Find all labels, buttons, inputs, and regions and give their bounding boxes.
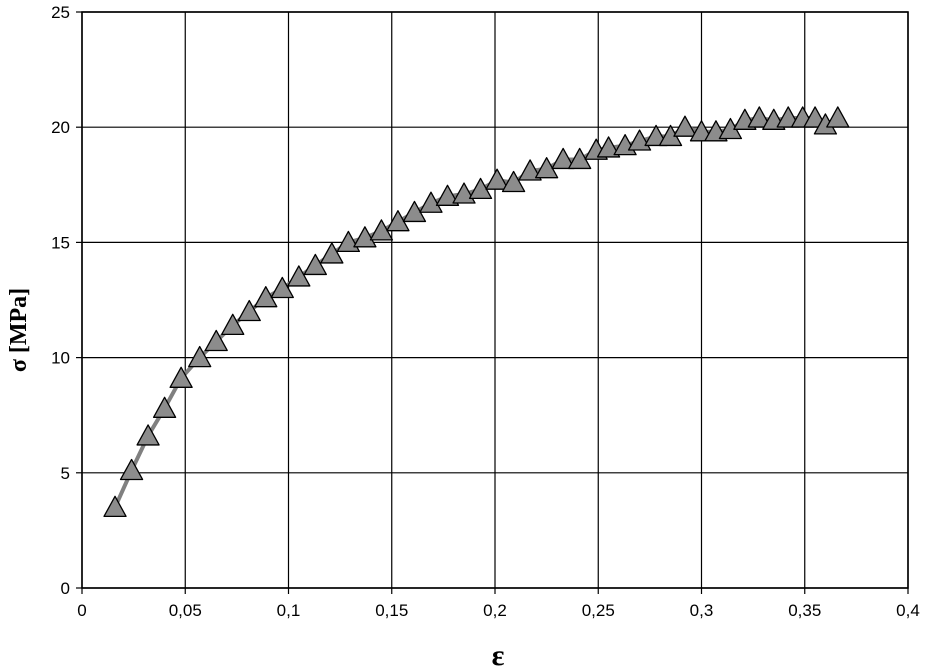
y-axis-label: σ [MPa]	[6, 288, 32, 372]
y-tick-label: 0	[61, 579, 70, 598]
data-point-marker	[103, 495, 127, 518]
data-point-marker	[596, 136, 621, 158]
x-tick-label: 0,35	[788, 601, 821, 620]
data-point-marker	[673, 115, 697, 137]
data-point-marker	[485, 168, 509, 190]
data-series	[103, 106, 850, 518]
data-point-marker	[826, 106, 850, 128]
x-tick-label: 0,1	[277, 601, 301, 620]
x-tick-label: 0,3	[690, 601, 714, 620]
x-tick-label: 0,2	[483, 601, 507, 620]
x-tick-label: 0,05	[169, 601, 202, 620]
data-point-marker	[435, 184, 460, 206]
data-point-marker	[747, 106, 771, 128]
x-tick-label: 0,15	[375, 601, 408, 620]
data-point-marker	[518, 159, 542, 181]
data-point-marker	[188, 345, 212, 368]
data-point-marker	[237, 299, 261, 322]
data-point-marker	[419, 191, 443, 213]
data-point-marker	[551, 147, 575, 170]
data-point-marker	[287, 265, 311, 287]
data-point-marker	[169, 366, 193, 388]
y-tick-label: 15	[51, 233, 70, 252]
y-tick-label: 5	[61, 464, 70, 483]
x-axis-label: ε	[492, 639, 505, 670]
data-point-marker	[320, 242, 344, 264]
data-point-marker	[119, 458, 144, 481]
data-point-marker	[501, 170, 526, 193]
data-point-marker	[221, 313, 245, 335]
y-axis-ticks: 0 5 10 15 20 25	[51, 3, 82, 598]
data-point-marker	[353, 226, 377, 248]
series-line	[113, 116, 839, 509]
x-axis-ticks: 0 0,05 0,1 0,15 0,2 0,25 0,3 0,35 0,4	[77, 588, 920, 620]
y-tick-label: 10	[51, 349, 70, 368]
data-point-marker	[270, 276, 294, 299]
data-point-marker	[136, 424, 160, 446]
data-point-marker	[204, 329, 228, 352]
y-tick-label: 20	[51, 118, 70, 137]
x-tick-label: 0	[77, 601, 86, 620]
x-tick-label: 0,25	[582, 601, 615, 620]
y-tick-label: 25	[51, 3, 70, 22]
data-point-marker	[303, 253, 327, 276]
x-tick-label: 0,4	[896, 601, 920, 620]
grid-lines	[81, 11, 909, 589]
data-point-marker	[152, 396, 177, 418]
